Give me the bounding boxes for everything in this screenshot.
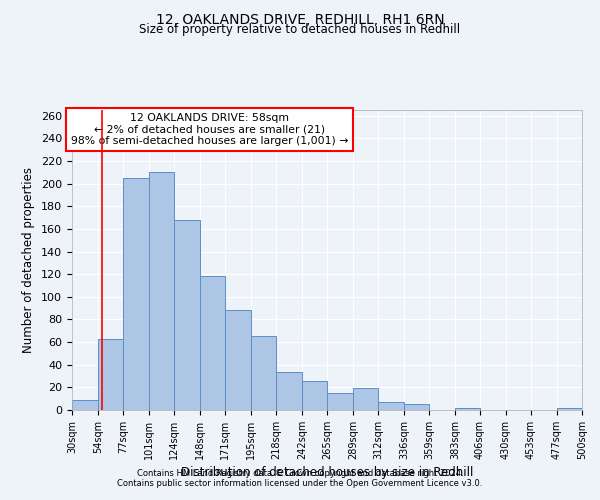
Bar <box>276 372 302 410</box>
Text: Contains HM Land Registry data © Crown copyright and database right 2024.: Contains HM Land Registry data © Crown c… <box>137 468 463 477</box>
Bar <box>174 220 200 410</box>
Text: 12, OAKLANDS DRIVE, REDHILL, RH1 6RN: 12, OAKLANDS DRIVE, REDHILL, RH1 6RN <box>155 12 445 26</box>
Bar <box>557 408 582 410</box>
Bar <box>225 310 251 410</box>
Bar <box>123 178 149 410</box>
Bar <box>327 393 353 410</box>
Y-axis label: Number of detached properties: Number of detached properties <box>22 167 35 353</box>
Bar <box>455 408 480 410</box>
Text: Contains public sector information licensed under the Open Government Licence v3: Contains public sector information licen… <box>118 478 482 488</box>
X-axis label: Distribution of detached houses by size in Redhill: Distribution of detached houses by size … <box>181 466 473 479</box>
Text: Size of property relative to detached houses in Redhill: Size of property relative to detached ho… <box>139 22 461 36</box>
Bar <box>200 276 225 410</box>
Bar <box>98 338 123 410</box>
Text: 12 OAKLANDS DRIVE: 58sqm
← 2% of detached houses are smaller (21)
98% of semi-de: 12 OAKLANDS DRIVE: 58sqm ← 2% of detache… <box>71 113 349 146</box>
Bar <box>353 388 378 410</box>
Bar <box>302 380 327 410</box>
Bar <box>404 404 429 410</box>
Bar <box>72 400 98 410</box>
Bar <box>378 402 404 410</box>
Bar <box>251 336 276 410</box>
Bar <box>149 172 174 410</box>
